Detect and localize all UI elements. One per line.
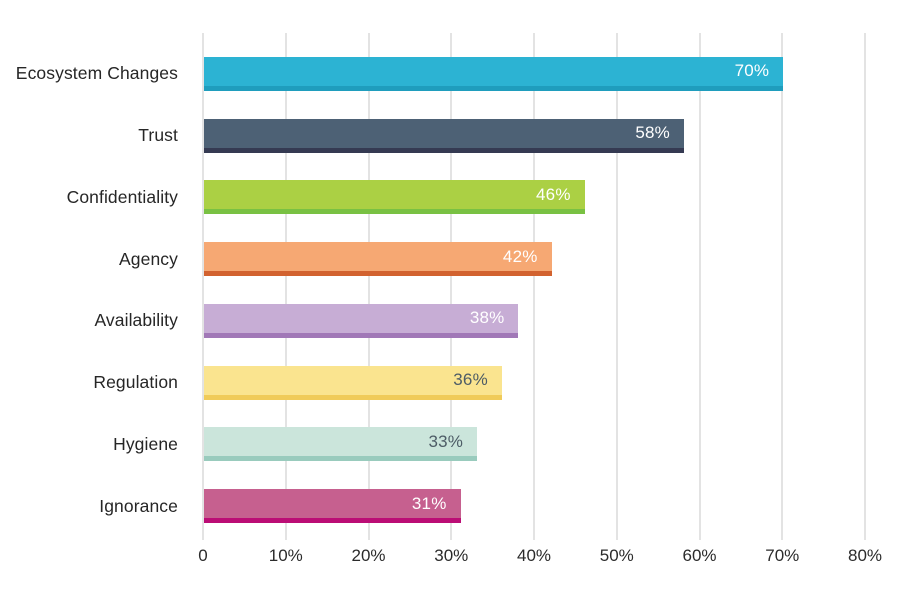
bar: 46% xyxy=(204,180,585,215)
bar-value-label: 33% xyxy=(428,431,464,451)
bar: 38% xyxy=(204,303,519,338)
bar-value-label: 42% xyxy=(502,246,538,266)
bar-row: 38% xyxy=(204,290,866,352)
category-labels: Ecosystem Changes Trust Confidentiality Age… xyxy=(0,43,178,537)
gridline xyxy=(367,33,370,540)
bar-row: 70% xyxy=(204,43,866,105)
x-tick-label: 10% xyxy=(268,546,303,565)
x-tick-label: 40% xyxy=(516,546,552,565)
bar-value-label: 38% xyxy=(469,308,505,328)
category-label: Availability xyxy=(94,310,178,331)
category-row: Regulation xyxy=(0,352,178,414)
x-tick-label: 60% xyxy=(682,546,717,565)
category-row: Hygiene xyxy=(0,414,178,476)
gridline xyxy=(698,33,701,540)
gridline xyxy=(202,33,204,540)
category-row: Agency xyxy=(0,228,178,290)
x-axis: 0 10% 20% 30% 40% 50% 60% 70% 80% xyxy=(198,546,882,570)
bar-value-label: 46% xyxy=(536,184,571,204)
bar-row: 33% xyxy=(204,414,866,476)
category-label: Regulation xyxy=(93,372,178,393)
category-label: Ecosystem Changes xyxy=(15,63,178,84)
bar-value-label: 70% xyxy=(734,61,770,81)
category-row: Ignorance xyxy=(0,475,178,537)
bar-row: 36% xyxy=(204,352,866,414)
x-tick-label: 0 xyxy=(198,546,208,565)
category-row: Confidentiality xyxy=(0,167,178,229)
gridline xyxy=(864,33,866,540)
bar: 31% xyxy=(204,489,461,524)
x-tick-label: 50% xyxy=(599,546,634,565)
category-label: Hygiene xyxy=(113,433,178,454)
bar: 70% xyxy=(204,56,784,91)
category-label: Trust xyxy=(138,125,178,146)
bar-value-label: 58% xyxy=(635,123,670,143)
x-tick-label: 20% xyxy=(351,546,386,565)
bar-rows: 70% 58% 46% 42% 38% 36% 33% 31% xyxy=(204,43,866,537)
gridline xyxy=(533,33,535,540)
bar-value-label: 36% xyxy=(453,370,488,390)
x-tick-label: 30% xyxy=(434,546,469,565)
bar: 42% xyxy=(204,242,552,277)
category-row: Ecosystem Changes xyxy=(0,43,178,105)
bar-row: 58% xyxy=(204,105,866,167)
bar-row: 31% xyxy=(204,475,866,537)
category-label: Agency xyxy=(119,248,178,269)
x-tick-label: 70% xyxy=(765,546,800,565)
bar: 33% xyxy=(204,427,478,462)
bar-row: 46% xyxy=(204,167,866,229)
gridline xyxy=(615,33,618,540)
bar: 36% xyxy=(204,365,502,400)
x-tick-label: 80% xyxy=(847,546,883,565)
gridline xyxy=(450,33,453,540)
bar: 58% xyxy=(204,118,684,153)
category-label: Confidentiality xyxy=(66,186,178,207)
bar-row: 42% xyxy=(204,228,866,290)
gridlines xyxy=(202,33,867,540)
gridline xyxy=(284,33,287,540)
category-row: Availability xyxy=(0,290,178,352)
gridline xyxy=(781,33,784,540)
category-row: Trust xyxy=(0,105,178,167)
category-label: Ignorance xyxy=(99,495,178,516)
bar-value-label: 31% xyxy=(411,493,447,513)
